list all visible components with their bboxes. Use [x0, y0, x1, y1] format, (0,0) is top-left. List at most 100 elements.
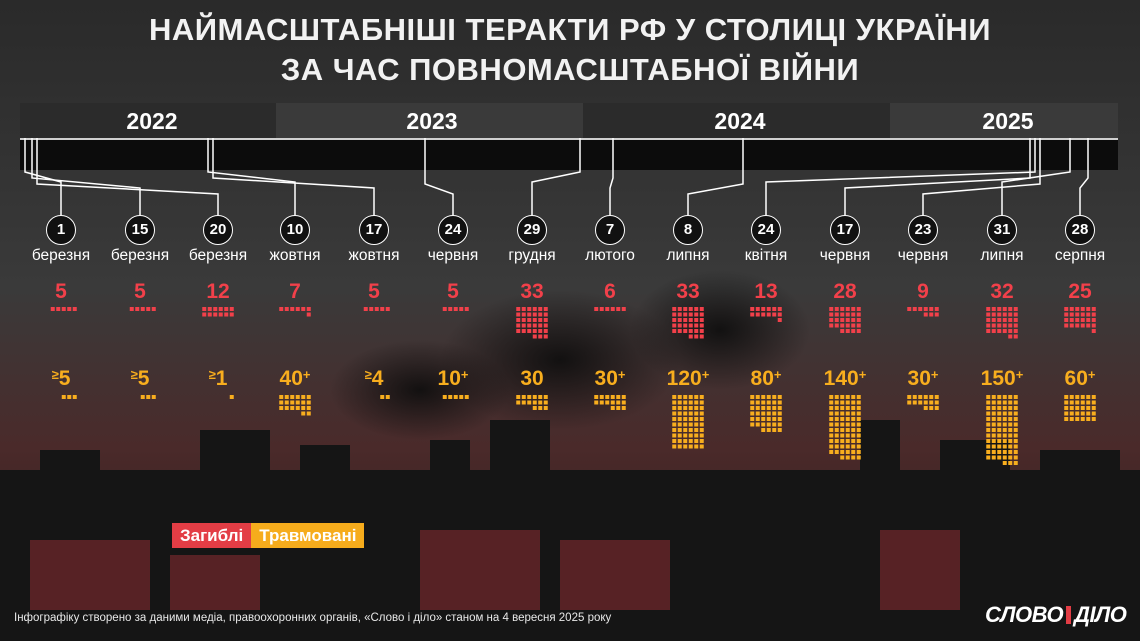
injured-square	[699, 422, 704, 427]
killed-square	[532, 318, 537, 322]
injured-suffix: +	[773, 367, 782, 382]
injured-value: 30	[594, 367, 618, 390]
injured-square	[840, 406, 845, 410]
injured-square	[761, 422, 766, 427]
injured-square	[699, 406, 704, 410]
injured-square	[683, 444, 688, 449]
killed-square	[997, 312, 1002, 317]
injured-square	[845, 417, 850, 421]
injured-square	[750, 395, 755, 399]
killed-square	[1013, 318, 1018, 322]
killed-square	[538, 323, 543, 328]
year-band-lower-2024	[583, 138, 890, 170]
injured-count: 30+	[570, 367, 650, 391]
killed-square	[856, 323, 861, 328]
injured-square	[829, 439, 834, 443]
injured-square	[1075, 411, 1080, 416]
killed-square	[845, 312, 850, 317]
killed-square	[213, 312, 218, 317]
injured-square	[1008, 439, 1013, 443]
killed-square	[543, 323, 548, 328]
killed-square	[306, 312, 311, 317]
event-month: липня	[666, 247, 710, 264]
injured-square	[1080, 411, 1085, 416]
injured-square	[605, 400, 610, 405]
timeline-axis	[20, 138, 1118, 140]
killed-count: 7	[289, 280, 301, 303]
killed-square	[694, 334, 699, 339]
injured-square	[856, 411, 861, 416]
killed-square	[1091, 307, 1096, 311]
injured-square	[699, 444, 704, 449]
killed-square	[363, 307, 368, 311]
injured-square	[772, 411, 777, 416]
killed-square	[380, 307, 385, 311]
killed-square	[1013, 334, 1018, 339]
injured-value: 30	[520, 367, 544, 390]
killed-square	[229, 312, 234, 317]
injured-square	[851, 422, 856, 427]
year-label-2022: 2022	[126, 108, 178, 134]
killed-square	[594, 307, 599, 311]
killed-count: 6	[604, 280, 616, 303]
injured-square	[694, 444, 699, 449]
injured-square	[986, 400, 991, 405]
event-day-circle: 17	[359, 215, 389, 245]
injured-count: 40+	[255, 367, 335, 391]
killed-square	[829, 323, 834, 328]
event-connector	[922, 138, 1041, 215]
injured-square	[1008, 444, 1013, 449]
injured-square	[991, 422, 996, 427]
killed-square	[694, 318, 699, 322]
killed-square	[1080, 307, 1085, 311]
injured-square	[845, 439, 850, 443]
injured-square	[621, 395, 626, 399]
injured-square	[521, 395, 526, 399]
injured-square	[1086, 395, 1091, 399]
killed-square	[991, 312, 996, 317]
injured-square	[1008, 411, 1013, 416]
killed-square	[755, 307, 760, 311]
injured-square	[856, 422, 861, 427]
event-month: жовтня	[348, 247, 400, 264]
injured-square	[845, 395, 850, 399]
injured-square	[851, 406, 856, 410]
injured-suffix: +	[302, 367, 311, 382]
killed-square	[532, 334, 537, 339]
injured-value: 60	[1064, 367, 1088, 390]
injured-value: 5	[137, 367, 150, 390]
killed-square	[840, 329, 845, 333]
killed-square	[699, 329, 704, 333]
injured-square	[834, 395, 839, 399]
injured-square	[677, 411, 682, 416]
injured-square	[840, 444, 845, 449]
injured-square	[840, 417, 845, 421]
injured-square	[672, 395, 677, 399]
injured-square	[306, 406, 311, 410]
killed-square	[146, 307, 151, 311]
event-day-circle: 20	[203, 215, 233, 245]
injured-count: 10+	[413, 367, 493, 391]
injured-square	[856, 439, 861, 443]
injured-square	[306, 411, 311, 416]
injured-square	[677, 433, 682, 438]
killed-square	[1008, 312, 1013, 317]
event-month: липня	[980, 247, 1024, 264]
injured-square	[1008, 450, 1013, 454]
injured-square	[829, 395, 834, 399]
killed-square	[766, 307, 771, 311]
injured-square	[755, 400, 760, 405]
injured-square	[699, 395, 704, 399]
injured-square	[688, 422, 693, 427]
killed-square	[453, 307, 458, 311]
killed-square	[527, 329, 532, 333]
killed-square	[683, 318, 688, 322]
injured-square	[777, 417, 782, 421]
injured-square	[1013, 455, 1018, 460]
injured-square	[1002, 444, 1007, 449]
injured-square	[694, 411, 699, 416]
killed-square	[1075, 312, 1080, 317]
injured-prefix: ≥	[51, 367, 59, 382]
injured-square	[845, 455, 850, 460]
killed-square	[991, 329, 996, 333]
